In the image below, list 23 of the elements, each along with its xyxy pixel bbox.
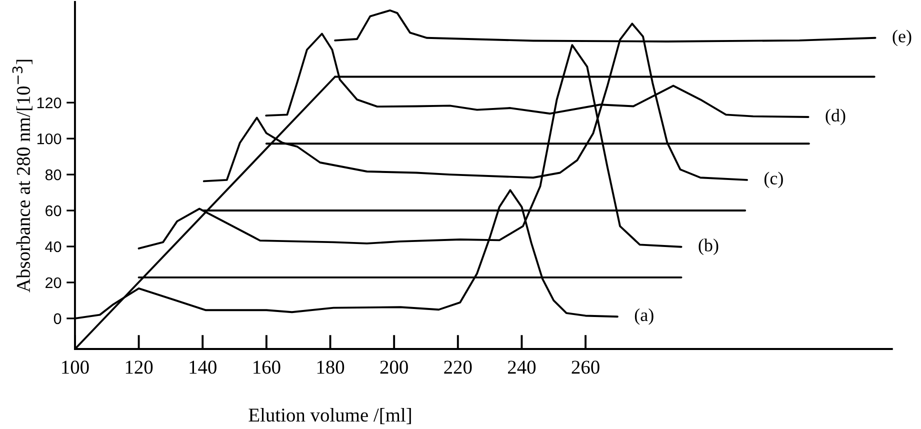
y-tick-label: 60 — [46, 205, 62, 216]
series-label: (d) — [826, 108, 846, 126]
series-label: (c) — [764, 172, 783, 188]
y-tick-label: 40 — [45, 241, 62, 252]
x-tick-label: 120 — [126, 360, 153, 374]
y-tick-label: 120 — [37, 98, 62, 108]
x-tick-label: 180 — [317, 360, 344, 374]
x-tick-label: 100 — [62, 360, 89, 374]
x-tick-label: 160 — [254, 360, 280, 374]
y-tick-label: 20 — [46, 277, 62, 288]
x-tick-label: 240 — [508, 360, 536, 374]
x-tick-label: 140 — [190, 360, 216, 374]
y-tick-label: 100 — [37, 133, 62, 144]
y-tick-label: 0 — [54, 313, 62, 324]
x-tick-label: 220 — [444, 360, 472, 374]
x-tick-label: 260 — [572, 360, 600, 374]
y-axis-title: Absorbance at 280 nm/[10$^{−3}$] — [12, 60, 32, 292]
series-label: (b) — [698, 238, 718, 256]
series-label: (a) — [634, 308, 654, 325]
y-tick-label: 80 — [45, 169, 62, 180]
x-axis-title: Elution volume /[ml] — [248, 408, 411, 424]
x-tick-label: 200 — [380, 360, 408, 374]
series-label: (e) — [892, 30, 912, 46]
